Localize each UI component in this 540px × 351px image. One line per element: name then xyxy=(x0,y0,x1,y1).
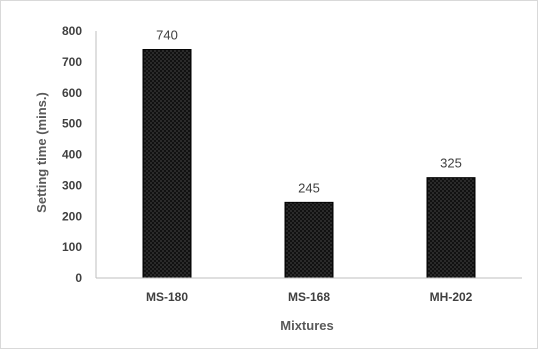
x-tick-label: MS-180 xyxy=(146,290,188,304)
data-label: 325 xyxy=(440,156,462,171)
bar xyxy=(284,201,334,279)
y-tick-label: 0 xyxy=(75,271,82,285)
y-tick-label: 800 xyxy=(62,24,82,38)
data-labels: 740 245 325 xyxy=(156,28,462,196)
x-axis-title: Mixtures xyxy=(280,318,333,333)
data-label: 245 xyxy=(298,180,320,195)
bar xyxy=(426,177,476,279)
y-tick-label: 600 xyxy=(62,86,82,100)
y-axis-ticks: 0 100 200 300 400 500 600 700 800 xyxy=(62,24,82,285)
data-label: 740 xyxy=(156,28,178,43)
x-tick-label: MH-202 xyxy=(430,290,473,304)
y-tick-label: 200 xyxy=(62,209,82,223)
x-axis-ticks: MS-180 MS-168 MH-202 xyxy=(146,290,473,304)
x-tick-label: MS-168 xyxy=(288,290,330,304)
y-tick-label: 100 xyxy=(62,240,82,254)
y-tick-label: 500 xyxy=(62,117,82,131)
y-axis-title: Setting time (mins.) xyxy=(34,92,49,213)
y-tick-label: 400 xyxy=(62,148,82,162)
bars xyxy=(142,49,476,279)
y-tick-label: 700 xyxy=(62,55,82,69)
bar xyxy=(142,49,192,279)
y-tick-label: 300 xyxy=(62,178,82,192)
